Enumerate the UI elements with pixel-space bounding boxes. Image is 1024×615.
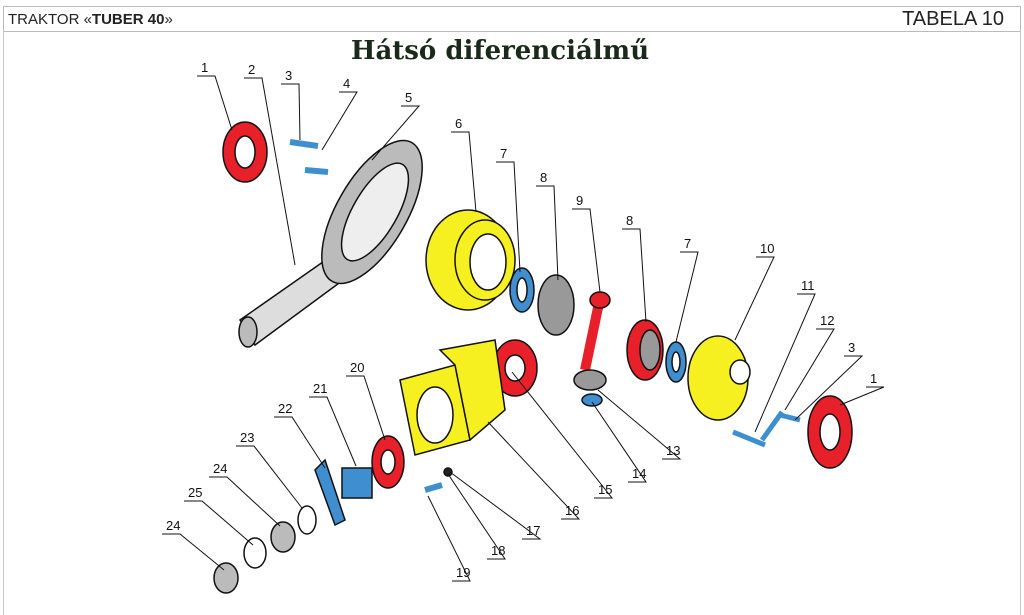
callout-label: 9 bbox=[576, 193, 583, 208]
callout-leader bbox=[784, 328, 835, 411]
callout-leader bbox=[449, 471, 542, 540]
page-title: Hátsó diferenciálmű bbox=[350, 36, 650, 66]
part-lock-plate bbox=[759, 410, 785, 442]
callout-label: 16 bbox=[565, 503, 579, 518]
callout-label: 10 bbox=[760, 241, 774, 256]
part-tab-washer bbox=[243, 537, 267, 569]
callout-label: 18 bbox=[491, 543, 505, 558]
callout-leader bbox=[197, 75, 233, 131]
callout-label: 14 bbox=[632, 466, 646, 481]
callout-label: 24 bbox=[166, 518, 180, 533]
part-ring bbox=[297, 505, 317, 535]
callout-leader bbox=[371, 105, 421, 161]
part-nut bbox=[213, 562, 239, 594]
callout-leader bbox=[451, 131, 477, 213]
callout-leader bbox=[839, 386, 885, 406]
callout-label: 20 bbox=[350, 360, 364, 375]
callout-label: 3 bbox=[848, 340, 855, 355]
callout-leader bbox=[496, 161, 521, 273]
callout-leader bbox=[162, 533, 225, 571]
callout-leader bbox=[511, 371, 614, 499]
tractor-model: TRAKTOR «TUBER 40» bbox=[8, 11, 173, 28]
callout-label: 13 bbox=[666, 443, 680, 458]
callout-label: 1 bbox=[201, 60, 208, 75]
callout-leader bbox=[622, 228, 647, 323]
callout-label: 25 bbox=[188, 485, 202, 500]
callout-leader bbox=[309, 396, 357, 467]
callout-label: 1 bbox=[870, 371, 877, 386]
header-bar: TRAKTOR «TUBER 40» TABELA 10 bbox=[3, 6, 1021, 32]
callout-leader bbox=[794, 355, 864, 421]
part-nut bbox=[270, 521, 296, 553]
callout-leader bbox=[487, 421, 581, 520]
callout-leader bbox=[754, 293, 816, 433]
callout-label: 15 bbox=[598, 482, 612, 497]
callout-label: 21 bbox=[313, 381, 327, 396]
callout-label: 11 bbox=[801, 278, 815, 293]
callout-label: 8 bbox=[540, 170, 547, 185]
callout-label: 5 bbox=[405, 90, 412, 105]
table-number: TABELA 10 bbox=[902, 8, 1004, 30]
callout-leader bbox=[321, 91, 358, 151]
callout-label: 2 bbox=[248, 62, 255, 77]
callout-leader bbox=[209, 476, 281, 527]
part-lock-washer bbox=[314, 458, 346, 527]
callout-label: 22 bbox=[278, 401, 292, 416]
callout-leader bbox=[274, 416, 326, 469]
part-pinion bbox=[573, 369, 607, 391]
part-sleeve bbox=[341, 467, 373, 499]
callout-leader bbox=[346, 375, 386, 441]
part-bolt bbox=[289, 139, 319, 149]
callout-leader bbox=[236, 445, 303, 509]
callout-leader bbox=[184, 500, 254, 546]
part-washer bbox=[443, 467, 453, 477]
callout-label: 3 bbox=[285, 68, 292, 83]
callout-label: 7 bbox=[500, 146, 507, 161]
part-cross-shaft bbox=[580, 296, 605, 372]
part-pinion-washer bbox=[581, 393, 603, 407]
callout-label: 17 bbox=[526, 523, 540, 538]
callout-leader bbox=[591, 401, 647, 483]
part-shaft-end bbox=[238, 316, 258, 348]
callout-label: 6 bbox=[455, 116, 462, 131]
callout-label: 19 bbox=[456, 565, 470, 580]
callout-leader bbox=[597, 389, 682, 460]
part-lock-plate bbox=[304, 167, 329, 175]
callout-label: 8 bbox=[626, 213, 633, 228]
callout-leader bbox=[572, 208, 601, 293]
part-bolt bbox=[779, 412, 801, 423]
callout-label: 12 bbox=[820, 313, 834, 328]
callout-label: 24 bbox=[213, 461, 227, 476]
callout-leader bbox=[427, 495, 471, 582]
callout-leader bbox=[536, 185, 559, 281]
callout-leader bbox=[675, 251, 699, 343]
callout-label: 7 bbox=[684, 236, 691, 251]
part-bolt bbox=[424, 482, 443, 493]
callout-leader bbox=[447, 473, 506, 560]
callout-label: 23 bbox=[240, 430, 254, 445]
part-side-gear bbox=[537, 274, 575, 336]
callout-leader bbox=[734, 256, 775, 341]
callout-label: 4 bbox=[343, 76, 350, 91]
callout-leader bbox=[281, 83, 301, 141]
callout-leader bbox=[244, 77, 296, 266]
page-frame bbox=[3, 31, 1021, 615]
part-bolt bbox=[732, 429, 766, 448]
